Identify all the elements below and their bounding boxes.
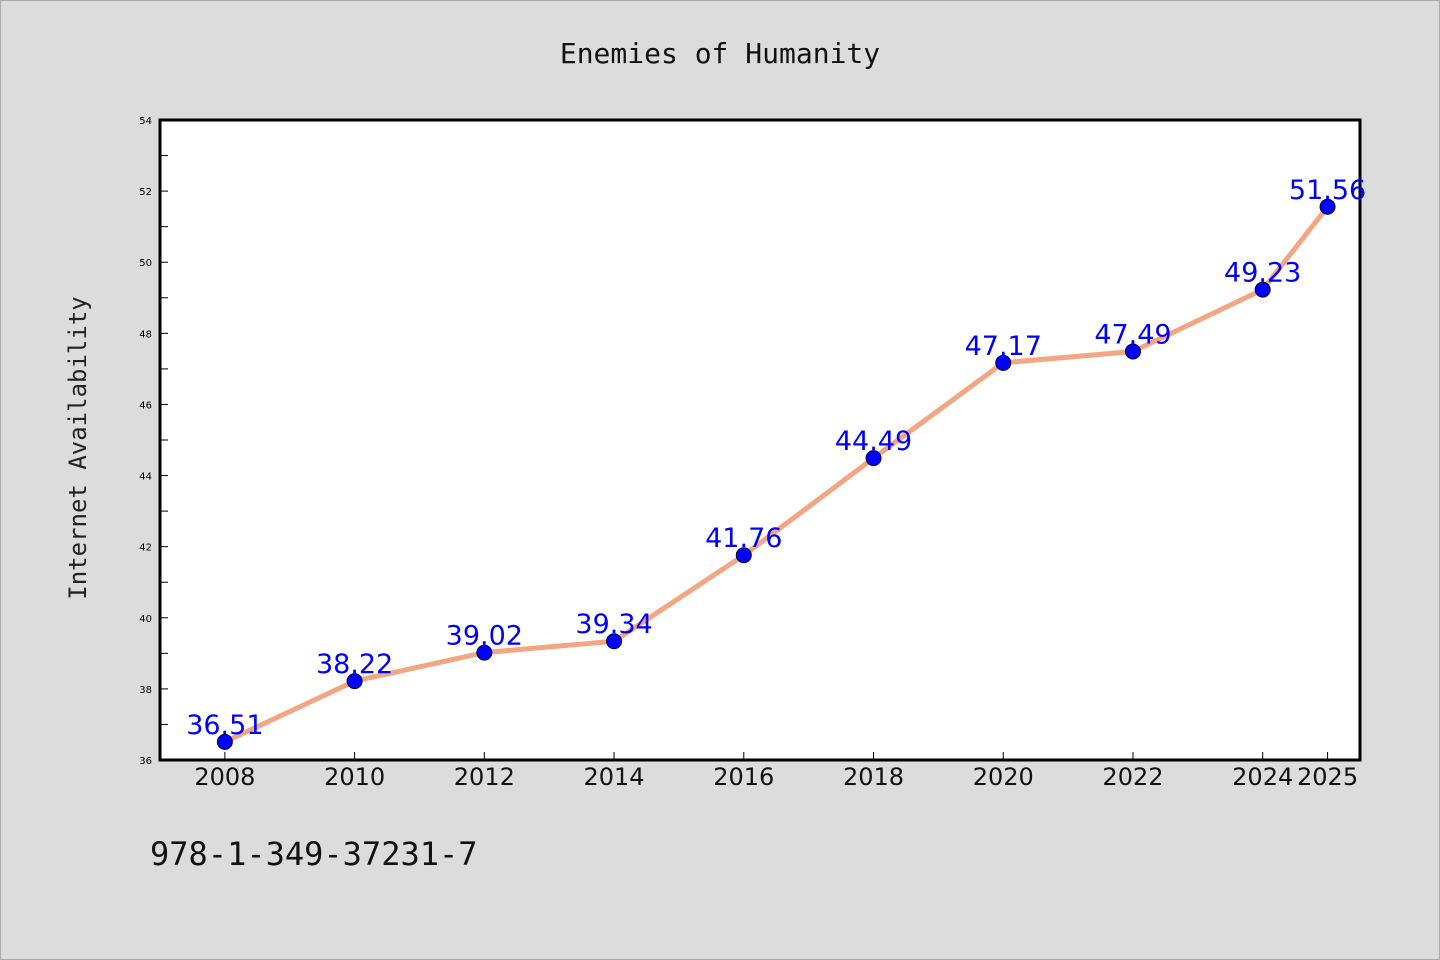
data-point-label: 51.56: [1289, 175, 1366, 206]
data-point-label: 47.49: [1094, 319, 1171, 350]
x-tick-label: 2012: [454, 763, 515, 791]
x-tick-label: 2020: [973, 763, 1034, 791]
data-point-label: 41.76: [705, 523, 782, 554]
y-tick-label: 46: [139, 400, 152, 411]
y-tick-label: 48: [139, 329, 152, 340]
data-point-label: 47.17: [965, 331, 1042, 362]
plot-area: [158, 118, 1362, 762]
data-point-marker: [216, 733, 233, 750]
data-point-marker: [865, 450, 882, 467]
y-tick-label: 52: [139, 187, 152, 198]
isbn-label: 978-1-349-37231-7: [150, 835, 478, 873]
y-tick-label: 54: [139, 116, 152, 127]
data-point-label: 38.22: [316, 649, 393, 680]
data-point-label: 39.02: [446, 621, 523, 652]
data-point-marker: [995, 354, 1012, 371]
y-tick-label: 36: [139, 756, 152, 767]
data-point-label: 44.49: [835, 426, 912, 457]
data-point-label: 39.34: [575, 609, 652, 640]
data-point-marker: [1254, 281, 1271, 298]
y-tick-label: 40: [139, 614, 152, 625]
data-point-marker: [1124, 343, 1141, 360]
y-axis-label: Internet Availability: [64, 296, 92, 599]
x-tick-label: 2022: [1102, 763, 1163, 791]
data-point-marker: [1319, 198, 1336, 215]
x-tick-label: 2016: [713, 763, 774, 791]
x-tick-label: 2024: [1232, 763, 1293, 791]
data-labels: 36.51 38.22 39.02 39.34 41.76 44.49 47.17 47.49…: [186, 175, 1366, 741]
x-tick-label: 2018: [843, 763, 904, 791]
x-axis-ticks: 2008 2010 2012 2014 2016 2018 2020 2022 2024 2025: [194, 752, 1358, 791]
x-tick-label: 2010: [324, 763, 385, 791]
chart-title: Enemies of Humanity: [560, 37, 880, 70]
y-tick-label: 42: [139, 543, 152, 554]
x-tick-label: 2014: [584, 763, 645, 791]
y-axis-ticks: 36 38 40 42 44 46 48 50 52 54: [139, 116, 168, 767]
y-tick-label: 38: [139, 685, 152, 696]
data-point-marker: [346, 673, 363, 690]
y-tick-label: 50: [139, 258, 152, 269]
data-point-label: 49.23: [1224, 258, 1301, 289]
data-point-marker: [735, 547, 752, 564]
data-markers: [216, 198, 1336, 750]
x-tick-label: 2008: [194, 763, 255, 791]
y-tick-label: 44: [139, 472, 152, 483]
data-point-marker: [476, 644, 493, 661]
data-point-marker: [606, 633, 623, 650]
data-point-label: 36.51: [186, 710, 263, 741]
series-line: [222, 204, 1331, 745]
x-tick-label: 2025: [1297, 763, 1358, 791]
